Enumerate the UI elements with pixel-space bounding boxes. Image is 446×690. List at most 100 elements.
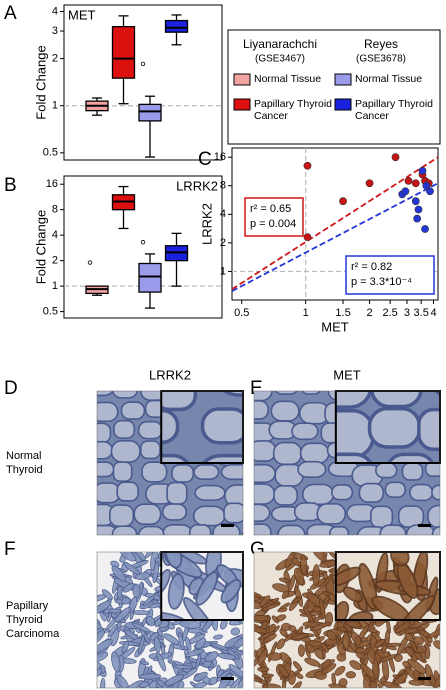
y-tick-label: 1 bbox=[52, 280, 58, 292]
box bbox=[111, 25, 136, 79]
follicle bbox=[297, 460, 327, 479]
annotation: r² = 0.82 bbox=[351, 261, 392, 273]
row-label: Papillary Thyroid Carcinoma bbox=[6, 600, 60, 640]
papilla bbox=[290, 681, 302, 688]
papilla bbox=[326, 630, 337, 641]
papilla bbox=[374, 639, 386, 648]
papilla bbox=[398, 595, 435, 620]
papilla bbox=[167, 573, 185, 610]
legend-label: Normal Tissue bbox=[355, 73, 422, 85]
papilla bbox=[349, 660, 362, 671]
papilla bbox=[263, 633, 277, 643]
follicle bbox=[161, 391, 198, 412]
legend-group-title: Reyes bbox=[364, 37, 398, 51]
follicle bbox=[367, 406, 422, 449]
follicle bbox=[417, 407, 440, 452]
papilla bbox=[257, 666, 270, 672]
papilla bbox=[295, 672, 304, 679]
plot-frame bbox=[231, 147, 439, 301]
point bbox=[411, 179, 420, 188]
papilla bbox=[369, 681, 378, 688]
papilla bbox=[97, 651, 109, 662]
papilla bbox=[336, 653, 347, 662]
follicle bbox=[200, 407, 243, 445]
point bbox=[365, 179, 374, 188]
x-tick-label: 3 bbox=[404, 307, 410, 319]
y-tick-label: 1 bbox=[220, 265, 226, 277]
legend-group-dataset: (GSE3678) bbox=[356, 54, 406, 65]
papilla bbox=[257, 648, 268, 666]
annotation-box bbox=[244, 197, 304, 237]
follicle bbox=[384, 481, 406, 498]
follicle bbox=[120, 401, 146, 420]
follicle bbox=[97, 391, 114, 397]
follicle bbox=[401, 462, 424, 481]
papilla bbox=[132, 583, 141, 599]
box bbox=[138, 103, 162, 122]
follicle bbox=[386, 452, 435, 463]
papilla bbox=[390, 552, 410, 567]
papilla bbox=[294, 586, 304, 607]
panel-letter: B bbox=[4, 175, 17, 196]
papilla bbox=[195, 571, 219, 606]
follicle bbox=[133, 503, 162, 525]
panel-letter: D bbox=[4, 378, 18, 399]
panel-letter: A bbox=[4, 3, 17, 24]
y-tick-label: 0.5 bbox=[43, 305, 58, 317]
papilla bbox=[152, 561, 160, 584]
annotation: p = 3.3*10⁻⁴ bbox=[351, 276, 412, 288]
follicle bbox=[113, 419, 136, 439]
papilla bbox=[421, 650, 426, 663]
regression-line bbox=[231, 182, 439, 292]
papilla bbox=[335, 566, 361, 587]
papilla bbox=[345, 620, 362, 628]
legend-swatch bbox=[233, 73, 251, 86]
papilla bbox=[278, 665, 289, 678]
follicle bbox=[188, 523, 212, 535]
papilla bbox=[97, 667, 103, 678]
papilla bbox=[131, 610, 151, 616]
papilla bbox=[107, 611, 112, 623]
papilla bbox=[165, 552, 183, 569]
annotation: r² = 0.65 bbox=[250, 203, 291, 215]
papilla bbox=[177, 631, 185, 651]
point bbox=[421, 225, 429, 233]
papilla bbox=[260, 602, 281, 612]
outlier bbox=[140, 240, 146, 245]
scale-bar bbox=[418, 677, 431, 680]
histology-inset bbox=[161, 552, 243, 620]
papilla bbox=[393, 673, 408, 686]
follicle bbox=[111, 391, 139, 399]
follicle bbox=[431, 484, 440, 501]
legend-frame bbox=[227, 29, 441, 145]
panel-letter: C bbox=[198, 149, 212, 170]
follicle bbox=[137, 420, 164, 440]
image-frame bbox=[96, 390, 244, 536]
column-label: MET bbox=[333, 367, 361, 382]
follicle bbox=[161, 408, 180, 444]
point bbox=[414, 205, 423, 214]
plot-title: LRRK2 bbox=[176, 178, 218, 193]
papilla bbox=[101, 589, 113, 600]
follicle bbox=[405, 524, 436, 535]
papilla bbox=[280, 622, 292, 632]
follicle bbox=[254, 483, 276, 505]
point bbox=[401, 187, 410, 196]
follicle bbox=[274, 391, 298, 395]
histology-image bbox=[97, 552, 243, 688]
follicle bbox=[299, 442, 330, 464]
legend-label: Papillary Thyroid Cancer bbox=[355, 98, 436, 122]
follicle bbox=[111, 525, 138, 535]
histology-image bbox=[97, 391, 243, 535]
x-tick-label: 3.5 bbox=[414, 307, 429, 319]
image-frame bbox=[253, 551, 441, 689]
follicle bbox=[109, 504, 135, 528]
outlier bbox=[87, 260, 93, 265]
follicle bbox=[301, 391, 321, 395]
legend-swatch bbox=[334, 73, 352, 86]
papilla bbox=[184, 648, 205, 658]
papilla bbox=[312, 564, 321, 587]
papilla bbox=[279, 577, 291, 584]
papilla bbox=[209, 642, 229, 651]
papilla bbox=[217, 652, 237, 660]
